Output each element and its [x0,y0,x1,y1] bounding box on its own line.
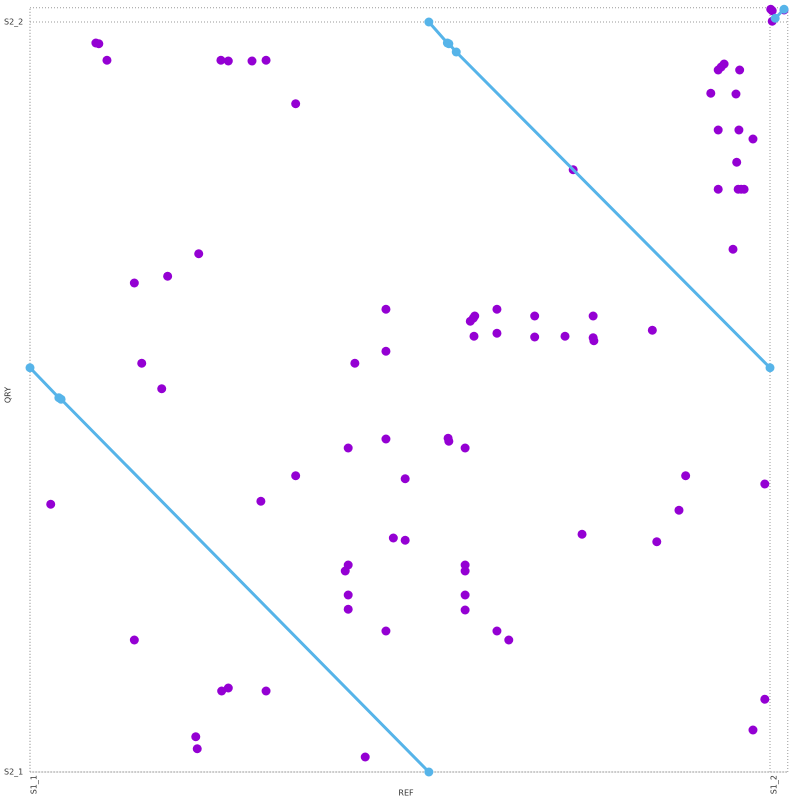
point [424,17,434,27]
point [748,725,758,735]
point [460,605,470,615]
point [739,184,749,194]
point [589,336,599,346]
point [577,529,587,539]
point [291,99,301,109]
point [767,6,777,16]
point [760,694,770,704]
point [492,626,502,636]
point [350,358,360,368]
point [748,134,758,144]
point [163,271,173,281]
point [530,311,540,321]
point [261,686,271,696]
point [381,626,391,636]
point [137,358,147,368]
point [681,471,691,481]
point [25,363,35,373]
y-axis-label: QRY [4,387,13,403]
point [444,39,454,49]
point [343,604,353,614]
point [588,311,598,321]
point [400,474,410,484]
point [129,635,139,645]
point [223,683,233,693]
point [381,346,391,356]
point [504,635,514,645]
point [381,304,391,314]
plot-frame [29,7,789,773]
x-tick-label: S1_1 [30,775,39,794]
point [381,434,391,444]
point [451,47,461,57]
point [191,732,201,742]
point [469,331,479,341]
point [102,55,112,65]
point [530,332,540,342]
point [343,443,353,453]
point [223,56,233,66]
point [760,479,770,489]
point [46,499,56,509]
point [94,39,104,49]
point [343,560,353,570]
point [732,157,742,167]
point [470,311,480,321]
point [129,278,139,288]
point [460,590,470,600]
point [261,55,271,65]
point [256,496,266,506]
x-tick-label: S1_2 [770,775,779,794]
point [706,88,716,98]
point [728,244,738,254]
point [444,436,454,446]
point [460,443,470,453]
point [343,590,353,600]
point [674,505,684,515]
point [400,535,410,545]
point [731,89,741,99]
point [192,744,202,754]
point [216,55,226,65]
point [734,125,744,135]
point [713,184,723,194]
point [779,4,789,14]
point [770,13,780,23]
point [247,56,257,66]
point [492,328,502,338]
point [424,767,434,777]
point [652,537,662,547]
alignment-line [28,366,430,774]
point [765,363,775,373]
point [719,59,729,69]
x-axis-label: REF [398,789,414,798]
point [492,304,502,314]
point [360,752,370,762]
point [388,533,398,543]
point [735,65,745,75]
point [560,331,570,341]
point [647,325,657,335]
point [157,384,167,394]
point [56,394,66,404]
y-tick-label: S2_1 [4,768,23,777]
point [460,566,470,576]
point [194,249,204,259]
y-tick-label: S2_2 [4,18,23,27]
point [713,125,723,135]
point [291,471,301,481]
